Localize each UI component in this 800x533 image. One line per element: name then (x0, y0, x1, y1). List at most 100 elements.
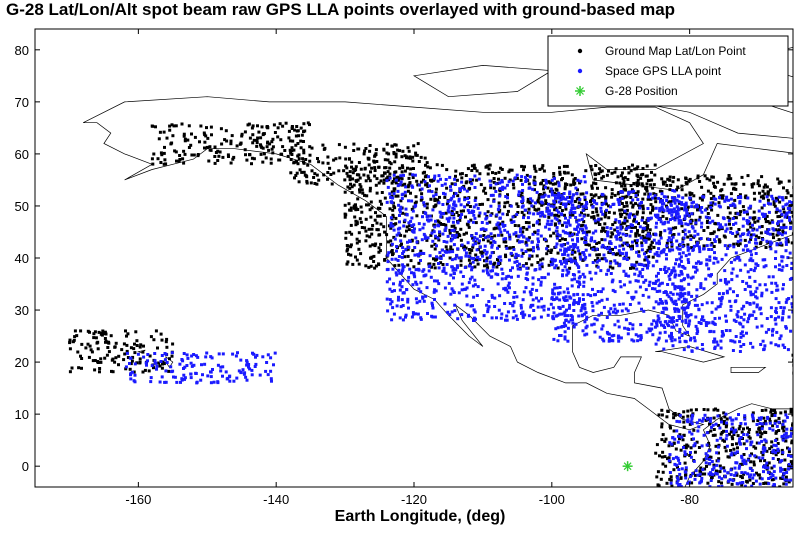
data-point (478, 258, 482, 261)
data-point (527, 236, 531, 240)
data-point (660, 408, 664, 412)
data-point (506, 230, 510, 234)
data-point (461, 275, 465, 278)
data-point (384, 177, 388, 181)
data-point (585, 317, 588, 321)
data-point (145, 363, 148, 367)
data-point (739, 474, 743, 478)
data-point (682, 300, 686, 303)
data-point (508, 168, 512, 172)
data-point (516, 267, 520, 271)
data-point (734, 251, 738, 255)
data-point (440, 183, 444, 187)
data-point (737, 228, 741, 231)
data-point (373, 266, 377, 270)
data-point (455, 231, 459, 234)
data-point (486, 310, 490, 314)
data-point (670, 238, 673, 242)
data-point (605, 173, 609, 177)
data-point (728, 222, 731, 226)
data-point (503, 176, 507, 180)
data-point (739, 210, 742, 214)
data-point (662, 306, 666, 310)
data-point (400, 170, 404, 174)
data-point (439, 257, 443, 260)
data-point (701, 347, 705, 351)
data-point (586, 213, 590, 217)
data-point (621, 176, 625, 180)
data-point (713, 202, 717, 206)
data-point (392, 190, 396, 193)
data-point (530, 287, 534, 291)
data-point (532, 179, 536, 183)
data-point (392, 177, 396, 181)
data-point (749, 249, 753, 253)
data-point (694, 324, 698, 328)
data-point (599, 194, 603, 198)
data-point (479, 250, 483, 254)
data-point (406, 189, 410, 193)
data-point (355, 258, 359, 262)
data-point (426, 185, 430, 188)
data-point (727, 174, 731, 178)
data-point (660, 438, 664, 442)
data-point (664, 339, 668, 343)
data-point (760, 425, 764, 429)
data-point (748, 275, 752, 279)
data-point (710, 248, 714, 251)
data-point (593, 177, 597, 181)
data-point (679, 255, 683, 259)
data-point (622, 241, 626, 245)
data-point (205, 145, 209, 149)
data-point (770, 281, 774, 285)
data-point (559, 194, 563, 198)
data-point (99, 332, 103, 336)
data-point (504, 237, 508, 241)
data-point (738, 234, 742, 238)
data-point (165, 337, 169, 341)
data-point (153, 352, 157, 355)
data-point (466, 203, 469, 207)
data-point (715, 340, 719, 344)
data-point (186, 356, 190, 360)
data-point (619, 225, 623, 229)
data-point (757, 184, 761, 188)
data-point (535, 221, 539, 225)
data-point (556, 339, 560, 343)
data-point (719, 194, 723, 198)
data-point (619, 223, 623, 227)
data-point (248, 153, 252, 157)
data-point (445, 168, 449, 172)
data-point (651, 264, 655, 268)
data-point (672, 302, 676, 306)
data-point (229, 142, 233, 146)
data-point (565, 221, 569, 225)
data-point (506, 284, 510, 288)
data-point (557, 219, 561, 223)
data-point (358, 176, 362, 180)
data-point (131, 370, 134, 374)
data-point (189, 376, 193, 380)
data-point (766, 198, 770, 202)
data-point (644, 240, 648, 244)
data-point (502, 237, 506, 241)
data-point (665, 199, 669, 202)
data-point (389, 239, 393, 243)
data-point (455, 264, 459, 268)
data-point (457, 214, 461, 217)
data-point (354, 206, 358, 210)
data-point (675, 307, 679, 311)
data-point (796, 367, 799, 370)
data-point (406, 185, 410, 189)
data-point (435, 255, 438, 259)
data-point (182, 132, 186, 136)
data-point (460, 313, 464, 317)
data-point (401, 211, 405, 215)
data-point (591, 261, 595, 264)
data-point (552, 175, 556, 179)
data-point (697, 245, 701, 249)
data-point (160, 375, 164, 379)
data-point (387, 152, 391, 156)
data-point (700, 343, 704, 346)
data-point (401, 166, 405, 170)
